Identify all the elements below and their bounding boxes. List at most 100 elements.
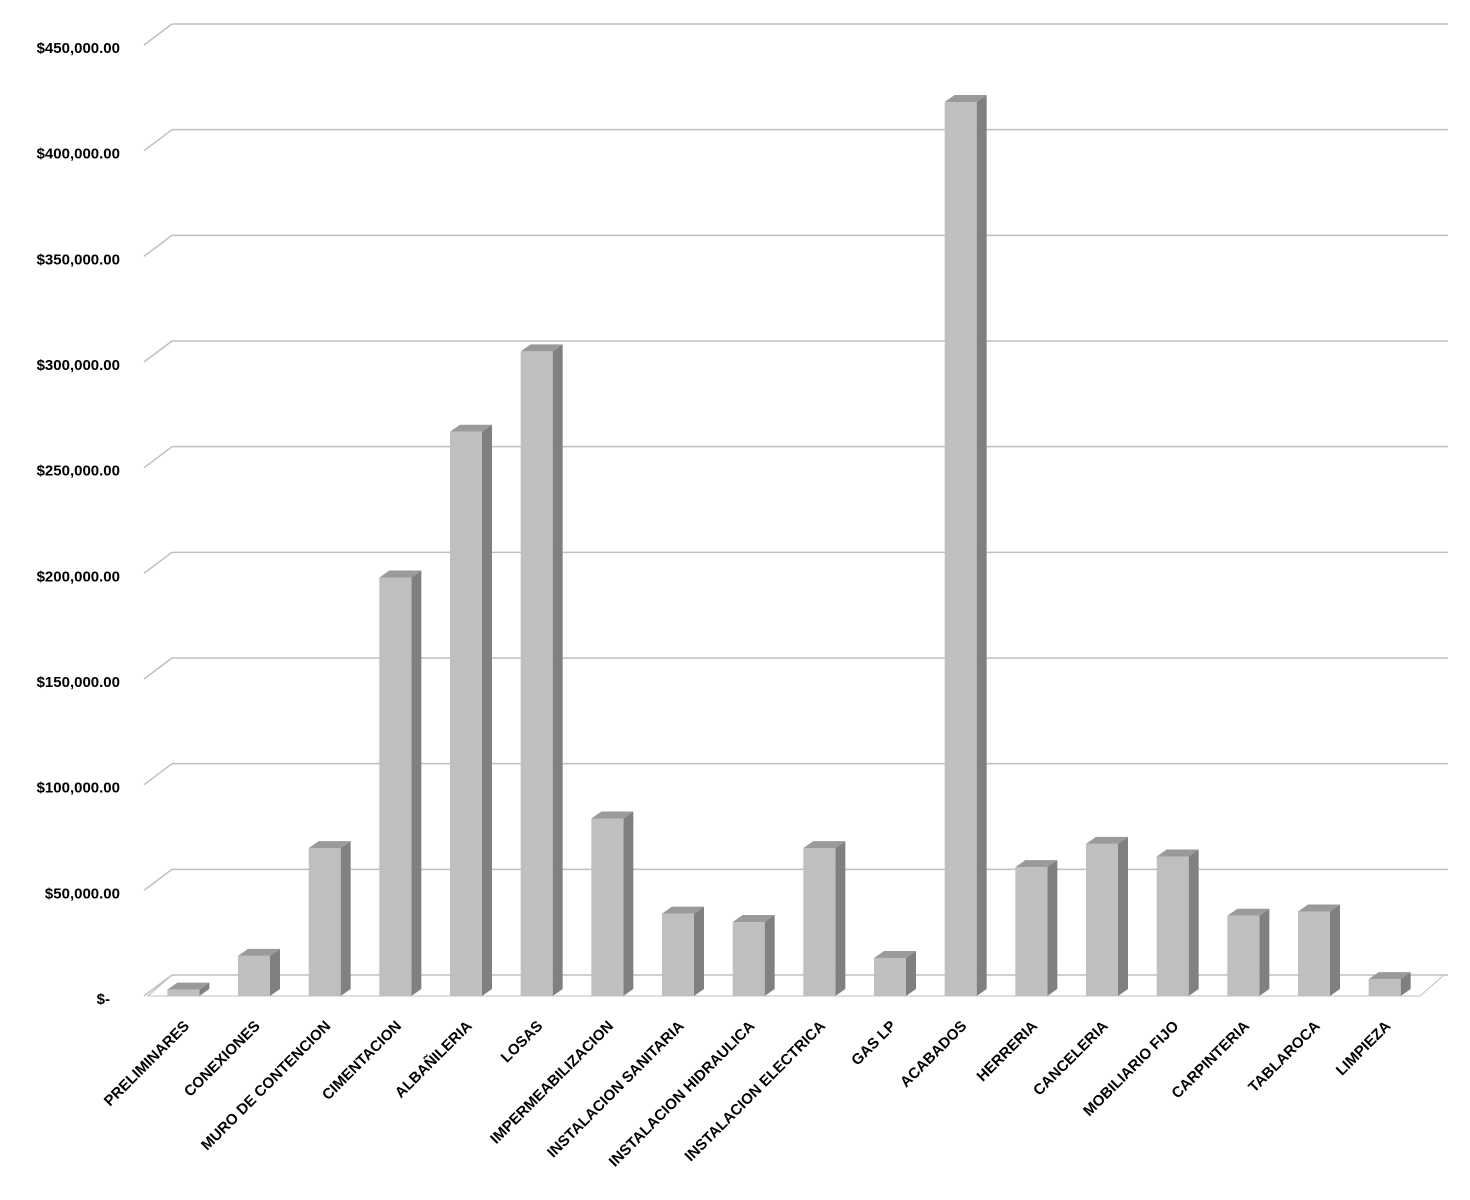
grid-line-side [143, 763, 173, 786]
x-tick-label: IMPERMEABILIZACION [487, 1018, 617, 1148]
bar-top [662, 906, 704, 914]
grid-line-side [143, 446, 173, 469]
bar-side [552, 344, 563, 996]
bar-side [1188, 849, 1199, 996]
bar [450, 424, 492, 996]
bar-side [694, 906, 704, 996]
y-tick-label: $100,000.00 [37, 780, 120, 797]
bar-side [1330, 904, 1340, 996]
bar-front [1015, 867, 1048, 996]
bar-top [803, 841, 846, 849]
bar [944, 95, 987, 996]
bar [1368, 972, 1411, 996]
y-tick-label: $- [97, 991, 110, 1008]
bar [520, 344, 563, 996]
bar-top [379, 570, 422, 578]
grid-line-side [143, 23, 173, 46]
x-tick-label: GAS LP [848, 1018, 900, 1070]
bar [732, 915, 775, 996]
bar-top [732, 915, 775, 923]
bar-front [167, 989, 200, 996]
x-tick-label: ACABADOS [897, 1018, 970, 1091]
bar [1086, 836, 1128, 996]
bar-top [167, 982, 210, 990]
bar-top [450, 424, 492, 432]
x-tick-label: INSTALACION HIDRAULICA [606, 1017, 759, 1170]
bar-top [591, 811, 634, 819]
y-tick-label: $300,000.00 [37, 357, 120, 374]
grid-line-side [143, 868, 173, 891]
bar-top [308, 841, 351, 849]
bar [1227, 908, 1270, 996]
bar-side [835, 841, 846, 996]
bar-front [238, 955, 270, 996]
bar [1156, 849, 1199, 996]
bar [1015, 860, 1058, 996]
bar-side [482, 424, 492, 996]
grid-line-side [143, 129, 173, 152]
bar [874, 950, 916, 996]
bar-front [450, 431, 482, 996]
bar-front [662, 913, 694, 996]
bar-side [976, 95, 987, 996]
x-tick-label: PRELIMINARES [101, 1018, 193, 1110]
grid-line-side [143, 234, 173, 257]
bar [238, 948, 280, 996]
bar-front [591, 818, 624, 996]
bar-side [199, 982, 210, 996]
bar-front [1227, 915, 1260, 996]
bar [379, 570, 422, 996]
bar-top [1086, 836, 1128, 844]
x-tick-label: INSTALACION SANITARIA [544, 1018, 688, 1162]
y-tick-label: $450,000.00 [37, 40, 120, 57]
bar [803, 841, 846, 996]
bar [167, 982, 210, 996]
grid-line-side [143, 340, 173, 363]
bar-side [623, 811, 634, 996]
grid-line-side [143, 974, 173, 997]
x-tick-label: MURO DE CONTENCION [198, 1018, 334, 1154]
bar-front [803, 848, 836, 996]
bar-side [764, 915, 775, 996]
bar-front [1156, 856, 1189, 996]
x-tick-label: HERRERIA [974, 1017, 1042, 1085]
y-tick-label: $400,000.00 [37, 146, 120, 163]
bar-side [1118, 836, 1128, 996]
bar-front [520, 351, 553, 996]
bar-front [379, 577, 412, 996]
bar-top [1156, 849, 1199, 857]
bar-front [1298, 911, 1330, 996]
bar-top [238, 948, 280, 956]
x-tick-label: LIMPIEZA [1333, 1017, 1395, 1079]
bar [1298, 904, 1340, 996]
bar-side [1400, 972, 1411, 996]
bar-top [1298, 904, 1340, 912]
bar-front [308, 848, 341, 996]
bar-front [1086, 843, 1118, 996]
bar-side [340, 841, 351, 996]
bar-side [411, 570, 422, 996]
bar [308, 841, 351, 996]
bar-front [1368, 979, 1401, 996]
bar-front [874, 957, 906, 996]
bar-front [732, 922, 765, 996]
bar [662, 906, 704, 996]
grid-line-side [143, 551, 173, 574]
y-tick-label: $200,000.00 [37, 568, 120, 585]
y-tick-label: $350,000.00 [37, 251, 120, 268]
grid-line-side [143, 657, 173, 680]
y-tick-label: $150,000.00 [37, 674, 120, 691]
y-tick-label: $250,000.00 [37, 463, 120, 480]
bar-top [1015, 860, 1058, 868]
bar [591, 811, 634, 996]
bar-top [1368, 972, 1411, 980]
x-tick-label: CANCELERIA [1030, 1018, 1112, 1100]
bar-top [520, 344, 563, 352]
y-tick-label: $50,000.00 [45, 885, 120, 902]
bar-side [270, 948, 280, 996]
x-tick-label: TABLAROCA [1245, 1017, 1324, 1096]
bar-top [874, 950, 916, 958]
bar-side [906, 950, 916, 996]
x-tick-label: INSTALACION ELECTRICA [682, 1018, 829, 1165]
bar-side [1259, 908, 1270, 996]
